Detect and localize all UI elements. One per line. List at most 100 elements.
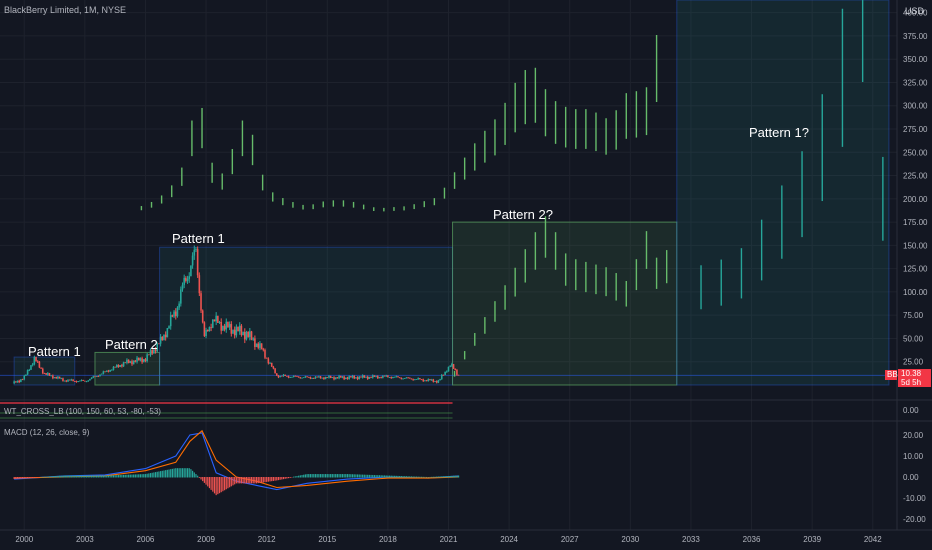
time-axis-label: 2000 [15,535,33,544]
macd-histogram-bar [319,474,322,478]
macd-histogram-bar [257,477,259,484]
macd-histogram-bar [294,476,296,478]
candle-body [156,343,159,352]
time-axis-label: 2021 [440,535,458,544]
macd-histogram-bar [116,475,118,478]
candle-body [326,377,329,378]
macd-histogram-bar [112,475,115,478]
candle-body [348,376,350,379]
pattern2-projection-label[interactable]: Pattern 2? [493,207,553,222]
candle-body [368,376,371,379]
price-axis-tick: 100.00 [903,288,928,297]
candle-body [259,343,261,348]
macd-title[interactable]: MACD (12, 26, close, 9) [4,428,90,437]
candle-body [218,321,221,323]
macd-histogram-bar [97,475,99,478]
macd-histogram-bar [15,477,17,479]
macd-histogram-bar [281,477,283,480]
macd-histogram-bar [114,475,116,478]
candle-body [126,359,128,363]
macd-histogram-bar [287,477,290,479]
price-axis-tick: 375.00 [903,32,928,41]
macd-histogram-bar [394,475,396,478]
macd-histogram-bar [178,468,180,478]
macd-histogram-bar [456,475,458,478]
candle-body [301,377,303,379]
macd-histogram-bar [336,474,338,478]
macd-histogram-bar [410,476,413,478]
candle-body [102,371,105,374]
candle-body [223,325,226,330]
candle-body [104,371,106,373]
macd-histogram-bar [346,474,349,478]
candle-body [112,366,115,370]
macd-histogram-bar [151,472,153,478]
macd-histogram-bar [217,477,219,495]
macd-histogram-bar [28,477,30,479]
macd-histogram-bar [417,476,419,478]
macd-histogram-bar [16,477,19,479]
candle-body [97,376,100,377]
candle-body [237,326,239,332]
candle-body [457,374,460,376]
pattern1-main-label[interactable]: Pattern 1 [172,231,225,246]
macd-histogram-bar [303,474,305,478]
macd-histogram-bar [316,474,318,478]
macd-histogram-bar [407,476,409,478]
macd-histogram-bar [293,476,295,478]
symbol-badge: BB [885,370,898,380]
candle-body [28,369,31,371]
macd-histogram-bar [400,476,402,478]
candle-body [70,379,73,381]
macd-histogram-bar [234,477,236,485]
candle-body [13,381,15,384]
wt-cross-title[interactable]: WT_CROSS_LB (100, 150, 60, 53, -80, -53) [4,407,161,416]
candle-body [439,378,441,381]
candle-body [53,377,56,379]
macd-histogram-bar [153,472,155,478]
price-candles [13,245,460,385]
macd-axis-tick: 20.00 [903,431,924,440]
macd-histogram-bar [42,476,44,478]
candle-body [213,319,216,322]
macd-histogram-bar [399,475,401,478]
macd-histogram-bar [106,475,108,478]
grid-lines [0,0,897,530]
candle-body [82,380,84,381]
candle-body [215,315,217,322]
macd-histogram-bar [198,477,200,478]
macd-histogram-bar [306,474,308,478]
pattern2-left-label[interactable]: Pattern 2 [105,337,158,352]
macd-histogram-bar [87,475,89,478]
candle-body [370,376,372,378]
candle-body [173,311,175,317]
time-axis-label: 2015 [318,535,336,544]
macd-histogram-bar [333,474,335,478]
pattern1-projection-box [676,0,890,386]
price-axis-tick: 400.00 [903,9,928,18]
macd-histogram-bar [348,474,350,478]
candle-body [353,375,356,379]
time-axis-label: 2033 [682,535,700,544]
candle-body [181,284,184,290]
macd-histogram-bar [227,477,229,489]
macd-histogram-bar [338,474,340,478]
time-axis: 2000 2003 2006 2009 2012 2015 2018 2021 2024 2027… [15,535,882,544]
macd-histogram-bar [128,474,130,478]
candle-body [264,349,266,358]
pattern1-left-label[interactable]: Pattern 1 [28,344,81,359]
macd-histogram-bar [415,476,418,478]
candle-body [385,375,388,377]
candle-body [227,321,229,328]
pattern1-projection-label[interactable]: Pattern 1? [749,125,809,140]
time-axis-label: 2012 [258,535,276,544]
candle-body [289,377,292,378]
symbol-title[interactable]: BlackBerry Limited, 1M, NYSE [4,5,127,15]
candle-body [195,249,197,250]
macd-histogram-bar [64,475,66,478]
macd-histogram-bar [340,474,342,478]
candle-body [296,376,298,377]
macd-histogram-bar [345,474,347,478]
